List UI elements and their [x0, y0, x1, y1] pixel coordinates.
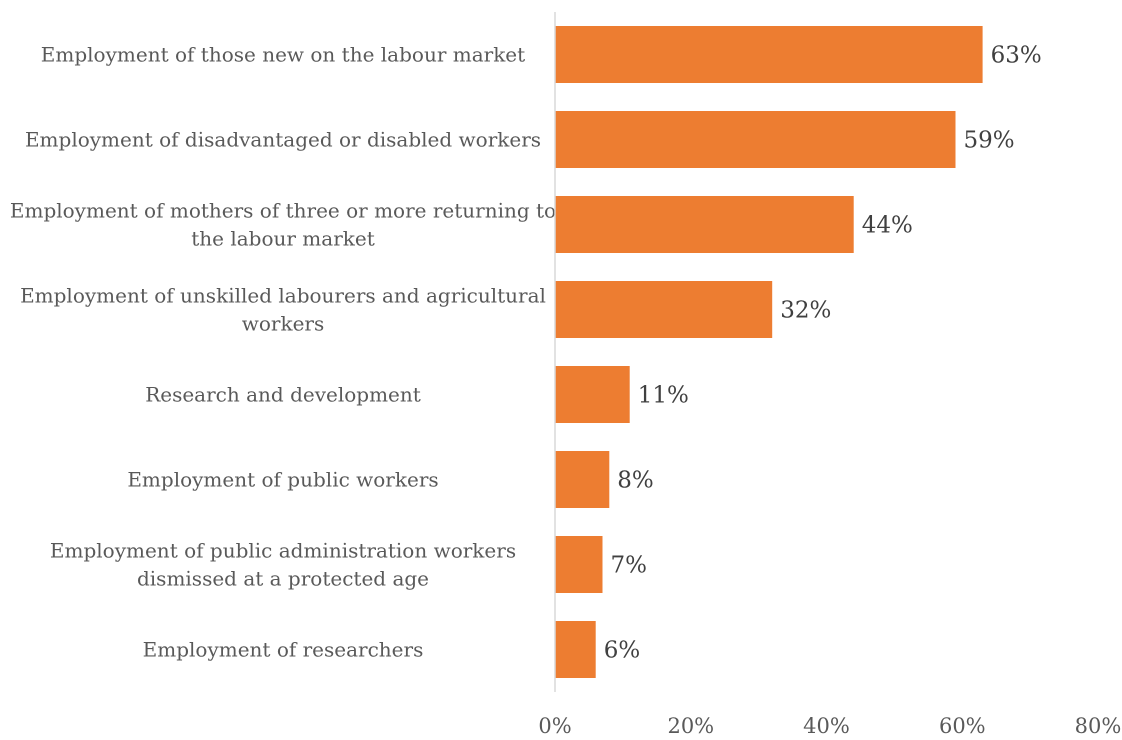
category-label: Employment of those new on the labour ma…: [41, 43, 525, 67]
bar-value-label: 6%: [604, 638, 641, 664]
bar: [555, 26, 983, 83]
category-label-line: workers: [242, 312, 325, 336]
bar: [555, 281, 773, 338]
x-axis-tick-labels-group: 0% 20% 40% 60% 80%: [538, 714, 1121, 738]
category-label-line: the labour market: [191, 227, 375, 251]
category-label-line: Employment of public workers: [127, 468, 438, 492]
x-tick-label: 0%: [538, 714, 571, 738]
category-label-line: dismissed at a protected age: [137, 567, 429, 591]
category-label: Research and development: [145, 383, 421, 407]
category-label-line: Employment of unskilled labourers and ag…: [20, 284, 546, 308]
category-label: Employment of public administration work…: [50, 539, 516, 591]
value-labels-group: 63% 59% 44% 32% 11% 8% 7% 6%: [604, 43, 1042, 664]
bar: [555, 536, 603, 593]
bar: [555, 111, 956, 168]
category-labels-group: Employment of those new on the labour ma…: [10, 43, 556, 662]
bar-value-label: 11%: [638, 383, 689, 409]
bar-value-label: 63%: [991, 43, 1042, 69]
bar: [555, 621, 596, 678]
bar-value-label: 7%: [611, 553, 648, 579]
category-label-line: Research and development: [145, 383, 421, 407]
category-label: Employment of mothers of three or more r…: [10, 199, 556, 251]
category-label: Employment of unskilled labourers and ag…: [20, 284, 546, 336]
bar: [555, 451, 610, 508]
bar: [555, 196, 854, 253]
x-tick-label: 80%: [1075, 714, 1122, 738]
bar: [555, 366, 630, 423]
category-label-line: Employment of public administration work…: [50, 539, 516, 563]
x-tick-label: 20%: [667, 714, 714, 738]
category-label: Employment of disadvantaged or disabled …: [25, 128, 541, 152]
x-tick-label: 60%: [939, 714, 986, 738]
category-label-line: Employment of researchers: [143, 638, 424, 662]
bar-value-label: 44%: [862, 213, 913, 239]
bar-value-label: 59%: [964, 128, 1015, 154]
bar-value-label: 32%: [780, 298, 831, 324]
bar-value-label: 8%: [617, 468, 654, 494]
category-label-line: Employment of those new on the labour ma…: [41, 43, 525, 67]
bars-group: [555, 26, 983, 678]
category-label-line: Employment of mothers of three or more r…: [10, 199, 556, 223]
category-label: Employment of researchers: [143, 638, 424, 662]
category-label-line: Employment of disadvantaged or disabled …: [25, 128, 541, 152]
category-label: Employment of public workers: [127, 468, 438, 492]
x-tick-label: 40%: [803, 714, 850, 738]
